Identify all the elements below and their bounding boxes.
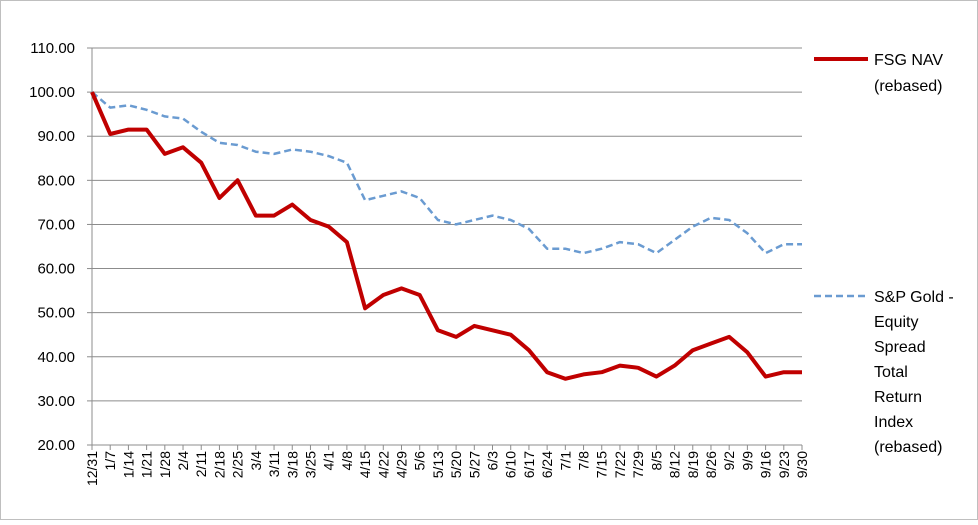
y-tick-label: 60.00 bbox=[37, 261, 75, 278]
series-lines bbox=[90, 91, 802, 381]
x-tick-label: 1/28 bbox=[157, 451, 173, 478]
x-tick-label: 8/26 bbox=[703, 451, 719, 478]
x-tick-label: 2/4 bbox=[175, 451, 191, 471]
x-tick-label: 7/8 bbox=[576, 451, 592, 471]
y-tick-label: 100.00 bbox=[29, 84, 75, 101]
x-tick-label: 1/21 bbox=[139, 451, 155, 478]
x-tick-label: 9/16 bbox=[758, 451, 774, 478]
x-tick-label: 7/22 bbox=[612, 451, 628, 478]
legend-label-gold-equity-spread: Equity bbox=[874, 314, 918, 331]
legend-label-gold-equity-spread: Total bbox=[874, 364, 908, 381]
y-tick-label: 30.00 bbox=[37, 393, 75, 410]
x-tick-label: 3/11 bbox=[266, 451, 282, 477]
legend-label-gold-equity-spread: S&P Gold - bbox=[874, 289, 954, 306]
x-tick-label: 3/18 bbox=[284, 451, 300, 478]
x-tick-label: 6/17 bbox=[521, 451, 537, 478]
x-tick-label: 9/2 bbox=[721, 451, 737, 471]
legend-label-gold-equity-spread: (rebased) bbox=[874, 439, 942, 456]
x-tick-label: 1/14 bbox=[120, 451, 136, 478]
y-tick-label: 50.00 bbox=[37, 305, 75, 322]
x-tick-label: 8/5 bbox=[648, 451, 664, 471]
x-tick-label: 5/13 bbox=[430, 451, 446, 478]
legend-label-gold-equity-spread: Index bbox=[874, 414, 913, 431]
legend: FSG NAV (rebased) S&P Gold - Equity Spre… bbox=[814, 52, 954, 456]
y-tick-label: 90.00 bbox=[37, 128, 75, 145]
x-tick-label: 2/18 bbox=[211, 451, 227, 478]
x-tick-label: 7/1 bbox=[557, 451, 573, 471]
y-tick-label: 110.00 bbox=[30, 40, 75, 57]
x-tick-label: 3/4 bbox=[248, 451, 264, 471]
x-tick-label: 2/25 bbox=[230, 451, 246, 478]
x-tick-label: 6/24 bbox=[539, 451, 555, 478]
y-axis-tick-labels: 20.00 30.00 40.00 50.00 60.00 70.00 80.00 90.00… bbox=[29, 40, 75, 454]
x-tick-label: 9/23 bbox=[776, 451, 792, 478]
x-axis-tick-labels: 12/31 1/7 1/14 1/21 1/28 2/4 2/11 2/18 2/25 3/4 3/… bbox=[84, 451, 810, 486]
legend-label-gold-equity-spread: Spread bbox=[874, 339, 926, 356]
series-line-fsg-nav bbox=[90, 91, 802, 381]
x-tick-label: 7/29 bbox=[630, 451, 646, 478]
x-tick-label: 5/27 bbox=[466, 451, 482, 478]
legend-label-gold-equity-spread: Return bbox=[874, 389, 922, 406]
x-tick-label: 4/8 bbox=[339, 451, 355, 471]
legend-label-fsg-nav: FSG NAV bbox=[874, 52, 943, 69]
x-tick-label: 8/19 bbox=[685, 451, 701, 478]
legend-label-fsg-nav: (rebased) bbox=[874, 78, 942, 95]
x-tick-label: 6/10 bbox=[503, 451, 519, 478]
y-tick-label: 20.00 bbox=[37, 437, 75, 454]
series-line-gold-equity-spread bbox=[91, 91, 802, 255]
x-tick-label: 5/20 bbox=[448, 451, 464, 478]
x-tick-label: 3/25 bbox=[302, 451, 318, 478]
axes bbox=[87, 47, 803, 450]
y-tick-label: 70.00 bbox=[37, 216, 75, 233]
x-tick-label: 2/11 bbox=[193, 451, 209, 477]
x-tick-label: 8/12 bbox=[667, 451, 683, 478]
x-tick-label: 1/7 bbox=[102, 451, 118, 471]
x-tick-label: 12/31 bbox=[84, 451, 100, 486]
x-tick-label: 9/30 bbox=[794, 451, 810, 478]
x-tick-label: 5/6 bbox=[412, 451, 428, 471]
x-tick-label: 4/15 bbox=[357, 451, 373, 478]
x-tick-label: 6/3 bbox=[485, 451, 501, 471]
x-tick-label: 9/9 bbox=[739, 451, 755, 471]
y-tick-label: 40.00 bbox=[37, 349, 75, 366]
x-tick-label: 7/15 bbox=[594, 451, 610, 478]
x-tick-label: 4/29 bbox=[393, 451, 409, 478]
y-tick-label: 80.00 bbox=[37, 172, 75, 189]
x-tick-label: 4/1 bbox=[321, 451, 337, 471]
x-tick-label: 4/22 bbox=[375, 451, 391, 478]
